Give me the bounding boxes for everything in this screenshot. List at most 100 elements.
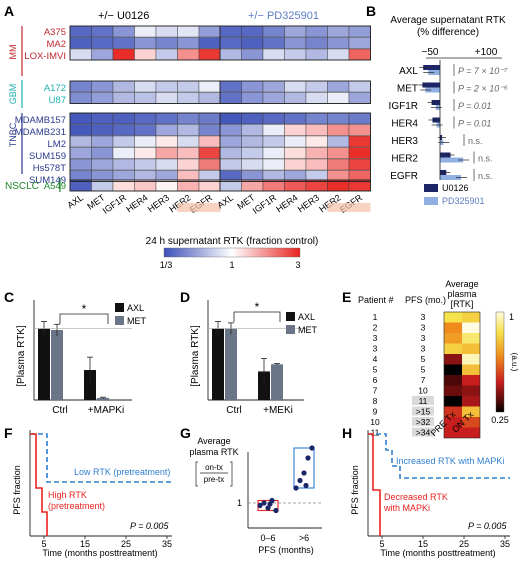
heatmap-cell <box>177 25 200 38</box>
panel-g: G Average plasma RTK on-tx pre-tx 1 0–6 … <box>180 425 322 555</box>
x-tick-label: 25 <box>459 539 469 549</box>
heat-cell-on <box>462 385 480 396</box>
pfs-value: 3 <box>421 344 426 354</box>
heatmap-cell <box>134 80 157 93</box>
patient-number: 4 <box>373 354 378 364</box>
heatmap-cell <box>305 158 328 171</box>
heatmap-cell <box>327 147 350 159</box>
pfs-value: 11 <box>419 396 428 406</box>
panel-d-xlabel-meki: +MEKi <box>263 405 293 416</box>
heat-cell-pre <box>444 322 462 333</box>
data-point <box>297 477 303 484</box>
pfs-value: >32 <box>416 417 431 427</box>
heatmap-cell <box>69 112 92 125</box>
cell-line-label: SUM159 <box>29 151 66 162</box>
panel-f-label-low: Low RTK (pretreatment) <box>74 467 170 477</box>
heatmap-cell <box>262 80 285 93</box>
heatmap-cell <box>177 48 200 61</box>
panel-e-heatmap <box>443 311 481 439</box>
panel-e-cbar-top: 1 <box>509 312 514 322</box>
heatmap-cell <box>348 80 371 93</box>
panel-h-label-inc: Increased RTK with MAPKi <box>396 456 504 466</box>
heatmap-cell <box>284 92 307 104</box>
panel-d-sig-bracket <box>233 311 281 322</box>
group-label-tnbc: TNBC <box>8 122 18 147</box>
panel-h-increased-curve <box>368 433 510 479</box>
heatmap-cell <box>348 92 371 104</box>
panel-h-ticks: 5 15 25 35 <box>379 536 510 549</box>
heatmap-cell <box>177 112 200 125</box>
panel-g-letter: G <box>180 425 191 441</box>
heatmap-cell <box>305 80 328 93</box>
cell-line-label: A375 <box>44 27 66 38</box>
panel-f: F PFS fraction 5 15 25 35 Time (months post… <box>4 425 172 558</box>
heatmap-cell <box>219 25 242 38</box>
pfs-value: >34 <box>416 428 431 438</box>
heat-cell-pre <box>444 417 462 428</box>
colorbar-title: 24 h supernatant RTK (fraction control) <box>146 236 319 247</box>
bar-met <box>225 328 237 400</box>
heatmap-cell <box>305 124 328 136</box>
heatmap-cell <box>177 158 200 171</box>
heatmap-cell <box>241 92 264 104</box>
panel-b-bar-pd325901 <box>440 157 464 163</box>
cell-line-label: SUM149 <box>29 175 66 186</box>
column-label: HER4 <box>274 192 299 214</box>
group-label-gbm: GBM <box>8 84 18 105</box>
heatmap-cell <box>198 147 221 159</box>
heatmap-cell <box>112 25 135 38</box>
pd325901-header: +/− PD325901 <box>248 10 319 22</box>
panel-f-ylabel: PFS fraction <box>12 465 22 515</box>
heat-cell-on <box>462 322 480 333</box>
colorbar <box>163 247 301 258</box>
heatmap-cell <box>305 25 328 38</box>
panel-b-tick-neg50: −50 <box>422 47 439 58</box>
heat-cell-on <box>462 375 480 386</box>
panel-d-star: * <box>255 300 260 314</box>
panel-b-row-label: EGFR <box>390 171 418 182</box>
panel-b-bar-u0126 <box>423 65 440 70</box>
heatmap-cell <box>177 124 200 136</box>
panel-b-row-label: IGF1R <box>389 101 418 112</box>
heatmap-cell <box>155 80 178 93</box>
patient-number: 6 <box>373 375 378 385</box>
heatmap-cell <box>112 112 135 125</box>
column-label: HER3 <box>146 192 171 214</box>
heatmap-cell <box>262 25 285 38</box>
heatmap-cell <box>134 92 157 104</box>
heatmap-cell <box>219 135 242 148</box>
cell-line-label: A172 <box>44 83 66 94</box>
heatmap-cell <box>219 112 242 125</box>
cell-line-label: LM2 <box>48 139 66 150</box>
legend-swatch-pd325901 <box>424 197 438 205</box>
panel-b-row-label: AXL <box>399 66 418 77</box>
heatmap-cell <box>219 48 242 61</box>
panel-g-frac-num: on-tx <box>205 463 223 472</box>
heatmap-cell <box>348 124 371 136</box>
panel-c-xlabel-ctrl: Ctrl <box>52 405 68 416</box>
panel-g-xlabel: PFS (months) <box>258 545 314 555</box>
heatmap-cell <box>134 37 157 49</box>
panel-e: E Patient # PFS (mo.) Average plasma [RT… <box>342 279 519 439</box>
pfs-value: >15 <box>416 407 431 417</box>
panel-d-legend-met: MET <box>298 325 318 335</box>
heat-cell-on <box>462 354 480 365</box>
panel-b-stat: P = 2 × 10⁻⁶ <box>458 84 508 94</box>
pfs-value: 10 <box>418 386 428 396</box>
heatmap-cell <box>219 92 242 104</box>
heatmap-cell <box>112 80 135 93</box>
panel-e-cbar-unit: (a.u.) <box>510 353 519 372</box>
heatmap-cell <box>284 37 307 49</box>
heatmap-cell <box>198 48 221 61</box>
heatmap-cell <box>112 158 135 171</box>
heatmap-cell <box>327 135 350 148</box>
heatmap-cell <box>91 158 114 171</box>
heatmap-cell <box>112 92 135 104</box>
panel-h-label-dec-2: with MAPKi <box>383 503 430 513</box>
heat-cell-pre <box>444 427 462 438</box>
panel-d: D [Plasma RTK] Ctrl +MEKi * AXL MET <box>180 289 318 416</box>
bar-axl <box>84 370 96 400</box>
heatmap-group-frame <box>69 80 221 104</box>
panel-g-points <box>257 445 315 514</box>
